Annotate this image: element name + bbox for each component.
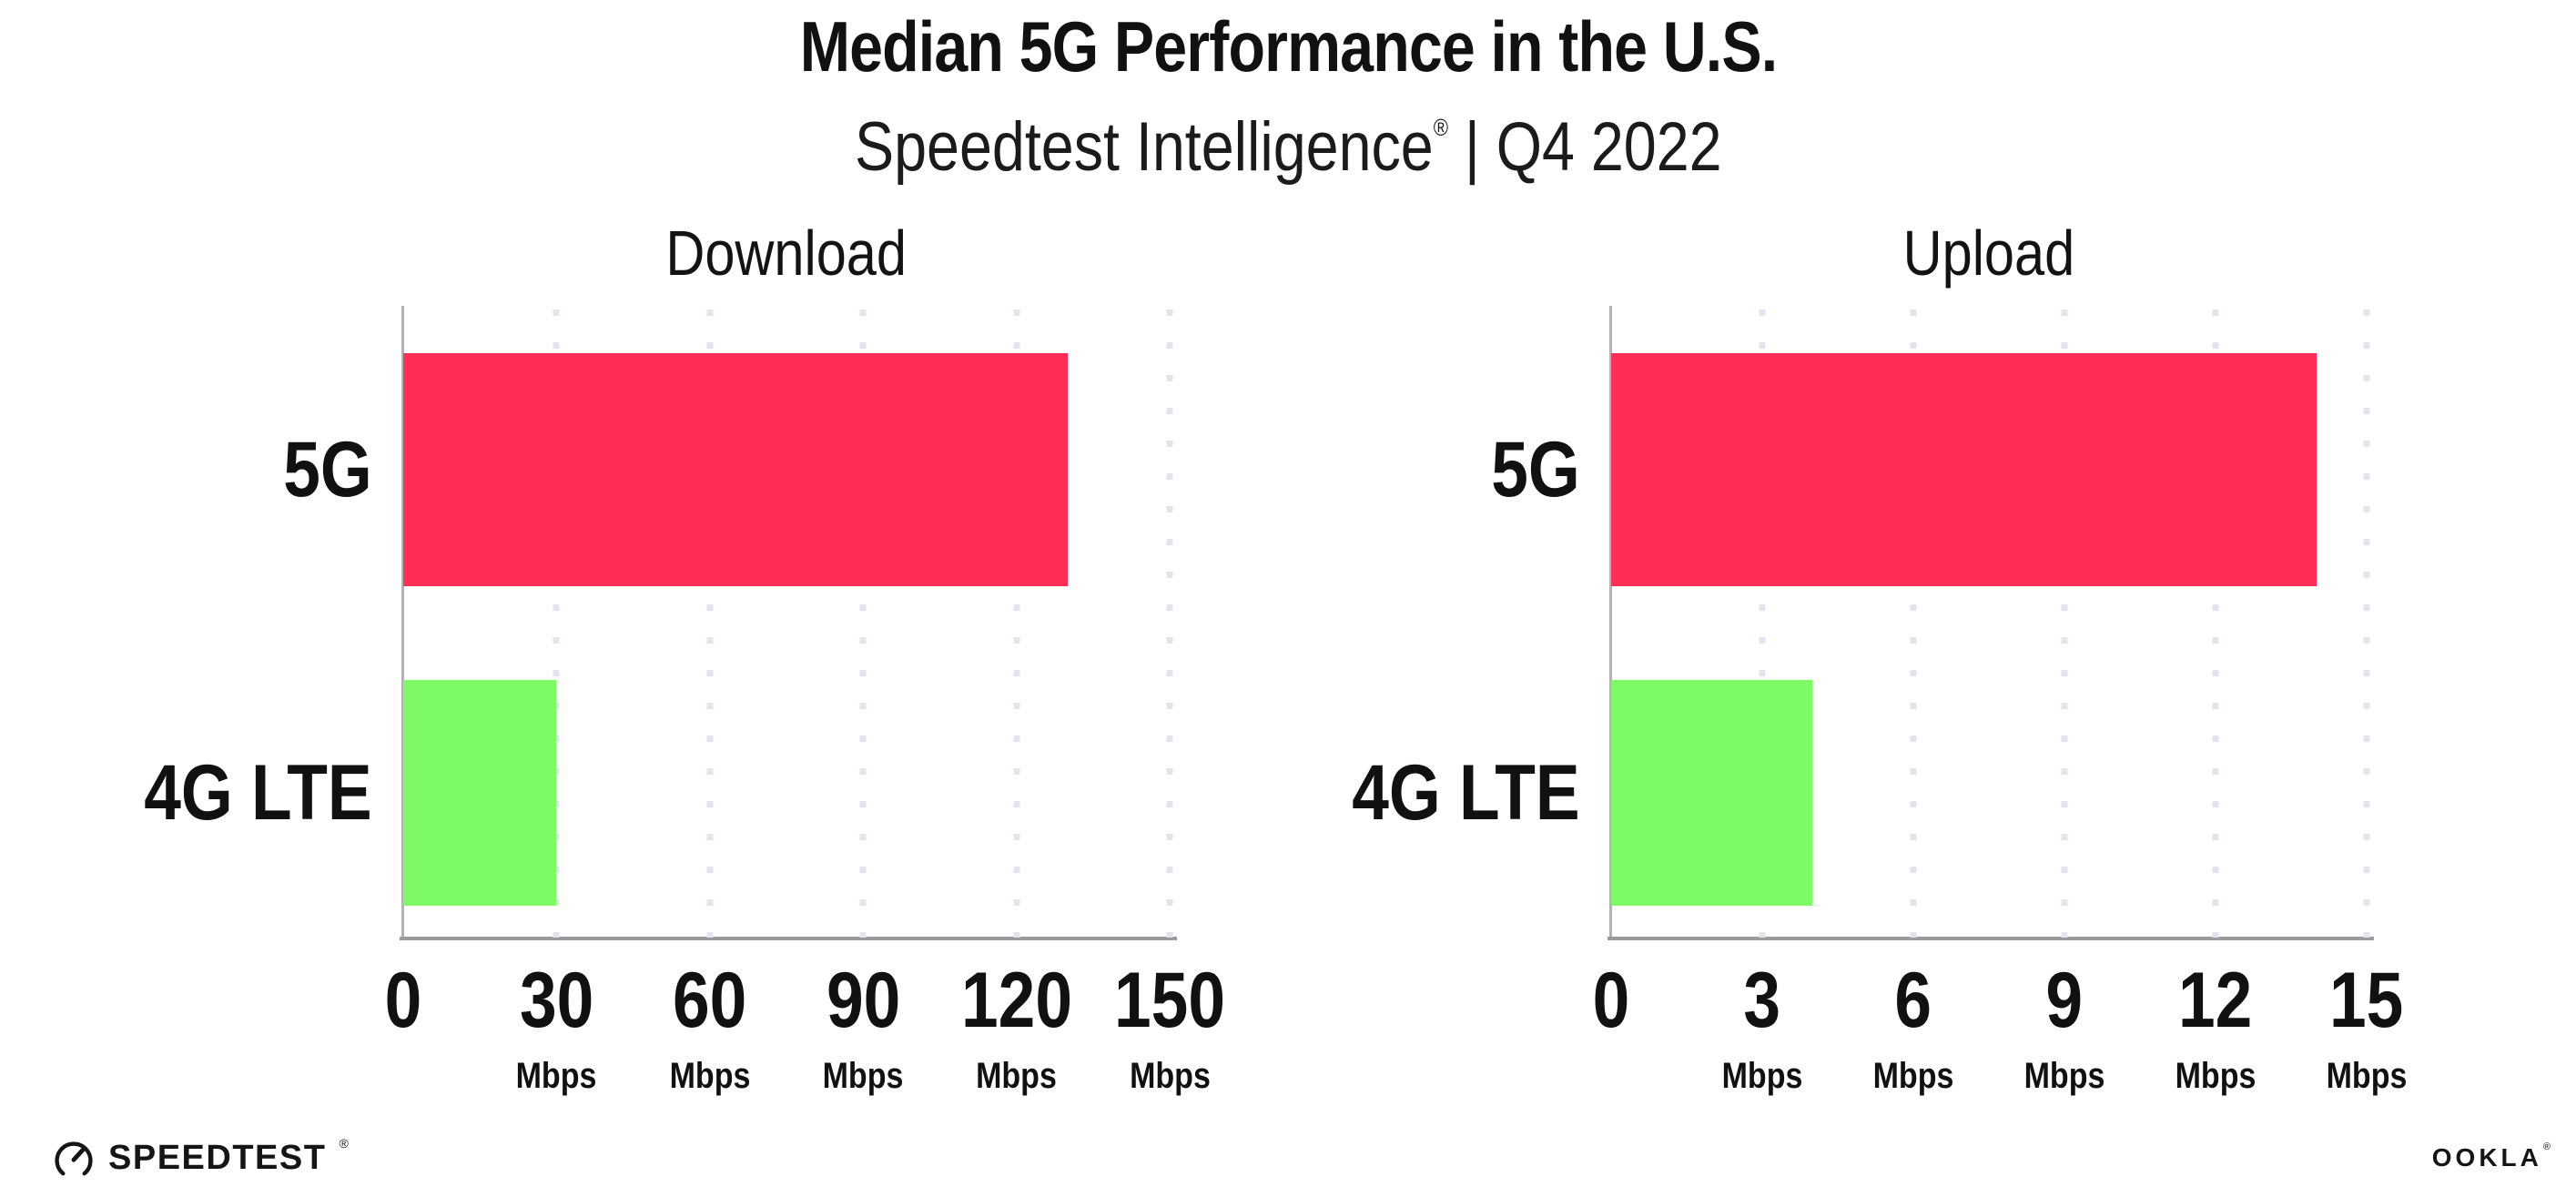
gridline bbox=[2061, 309, 2068, 938]
tick-label: 150 Mbps bbox=[1114, 957, 1225, 1096]
page-subtitle: Speedtest Intelligence® | Q4 2022 bbox=[0, 87, 2576, 188]
tick-label: 30 Mbps bbox=[516, 957, 597, 1096]
gridline bbox=[553, 309, 560, 938]
tick-label: 15 Mbps bbox=[2326, 957, 2408, 1096]
subtitle-brand: Speedtest Intelligence bbox=[854, 108, 1434, 186]
category-label-5g-upload: 5G bbox=[1491, 425, 1580, 513]
bar-4g-lte-upload bbox=[1611, 680, 1813, 907]
x-axis-upload: 0 3 Mbps 6 Mbps 9 Mbps 12 Mbps 15 Mbps bbox=[1593, 957, 2408, 1107]
registered-mark: ® bbox=[1433, 114, 1448, 141]
gridline bbox=[1013, 309, 1020, 938]
tick-label: 9 Mbps bbox=[2023, 957, 2105, 1096]
gridline bbox=[1759, 309, 1766, 938]
page-title: Median 5G Performance in the U.S. bbox=[799, 6, 1777, 86]
tick-label: 120 Mbps bbox=[960, 957, 1072, 1096]
bar-5g-upload bbox=[1611, 353, 2317, 586]
bar-5g-download bbox=[403, 353, 1068, 586]
plot-area-upload: 5G 4G LTE bbox=[1353, 306, 2374, 940]
speedtest-gauge-icon bbox=[55, 1141, 93, 1176]
gridline bbox=[1166, 309, 1173, 938]
subtitle-period: | Q4 2022 bbox=[1447, 108, 1722, 186]
tick-label: 12 Mbps bbox=[2175, 957, 2257, 1096]
ookla-wordmark: OOKLA bbox=[2431, 1143, 2542, 1172]
gridline bbox=[2363, 309, 2370, 938]
category-label-5g-download: 5G bbox=[283, 425, 372, 513]
gridline bbox=[859, 309, 867, 938]
chart-title-download: Download bbox=[665, 218, 908, 289]
speedtest-wordmark: SPEEDTEST bbox=[108, 1138, 327, 1177]
gridline bbox=[2212, 309, 2219, 938]
tick-label: 0 bbox=[1592, 957, 1630, 1044]
tick-label: 6 Mbps bbox=[1872, 957, 1954, 1096]
category-label-4g-lte-download: 4G LTE bbox=[144, 749, 372, 837]
tick-label: 90 Mbps bbox=[822, 957, 904, 1096]
speedtest-logo: SPEEDTEST ® bbox=[50, 1134, 349, 1182]
tick-label: 3 Mbps bbox=[1721, 957, 1803, 1096]
chart-title-upload: Upload bbox=[1902, 218, 2075, 289]
gridline bbox=[706, 309, 714, 938]
plot-area-download: 5G 4G LTE bbox=[145, 306, 1177, 940]
registered-mark: ® bbox=[2542, 1141, 2551, 1152]
gridline bbox=[1910, 309, 1917, 938]
ookla-logo: OOKLA ® bbox=[2431, 1141, 2551, 1172]
registered-mark: ® bbox=[339, 1136, 349, 1151]
bar-4g-lte-download bbox=[403, 680, 557, 907]
tick-label: 0 bbox=[384, 957, 422, 1044]
category-label-4g-lte-upload: 4G LTE bbox=[1352, 749, 1580, 837]
x-axis-download: 0 30 Mbps 60 Mbps 90 Mbps 120 Mbps 150 M… bbox=[385, 957, 1225, 1107]
tick-label: 60 Mbps bbox=[669, 957, 751, 1096]
